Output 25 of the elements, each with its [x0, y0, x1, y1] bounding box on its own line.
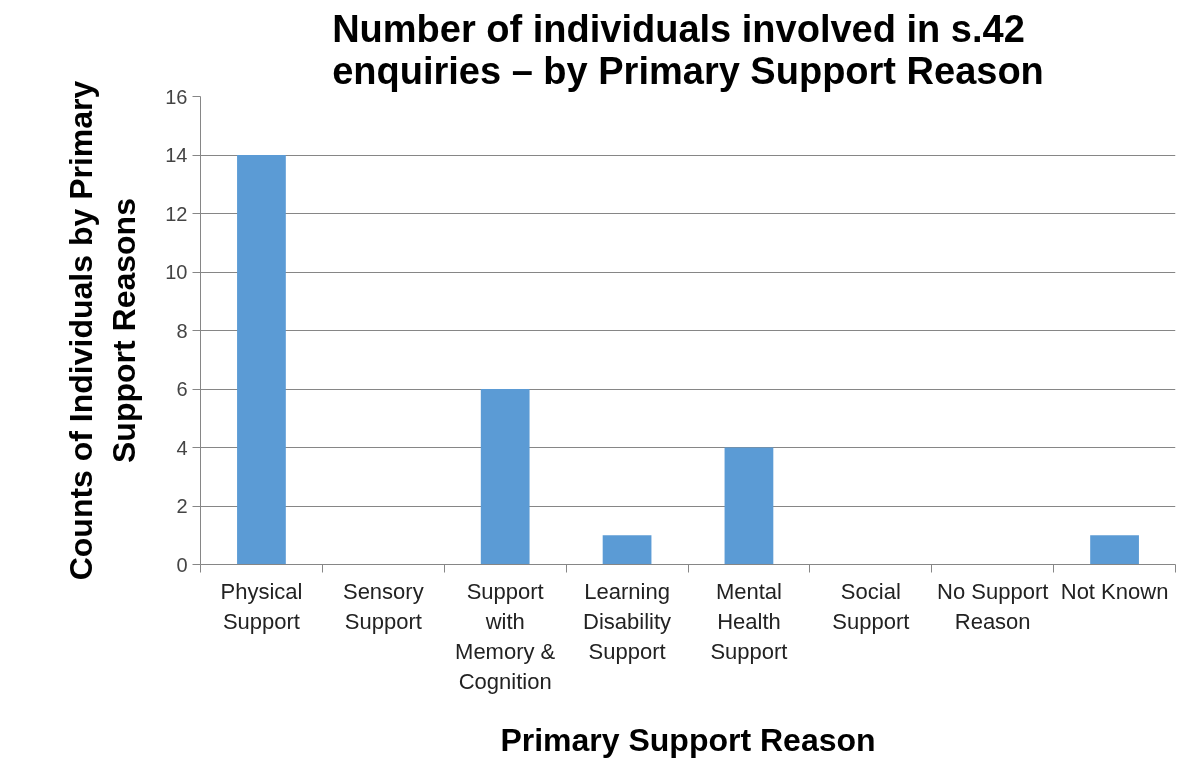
y-tick-label: 14 — [165, 144, 188, 166]
bar — [602, 535, 652, 565]
x-tick-label: Not Known — [1060, 578, 1169, 604]
x-tick-label: Social Support — [832, 578, 910, 634]
y-tick-label: 10 — [165, 261, 188, 283]
bar — [1090, 535, 1139, 565]
chart-title: Number of individuals involved in s.42 enquiries – by Primary Support Reason — [332, 7, 1044, 92]
x-tick-label: Learning Disability Support — [583, 578, 672, 664]
y-tick-label: 6 — [176, 378, 188, 400]
x-tick-label: Mental Health Support — [710, 578, 788, 664]
y-tick-label: 16 — [165, 85, 188, 108]
y-tick-label: 0 — [176, 553, 188, 576]
x-tick-label: Sensory Support — [342, 578, 424, 634]
x-tick-label: No Support Reason — [937, 578, 1049, 634]
bar — [237, 155, 286, 565]
y-tick-label: 2 — [176, 495, 188, 517]
y-tick-label: 8 — [176, 319, 188, 342]
y-tick-label: 4 — [176, 436, 188, 459]
bar — [724, 447, 774, 565]
y-tick-label: 12 — [165, 202, 188, 225]
x-tick-label: Support with Memory & Cognition — [455, 578, 556, 694]
x-tick-label: Physical Support — [220, 578, 303, 634]
bar — [480, 389, 530, 565]
x-axis-title: Primary Support Reason — [500, 721, 876, 758]
y-axis-title: Counts of Individuals by Primary Support Reasons — [63, 80, 143, 581]
